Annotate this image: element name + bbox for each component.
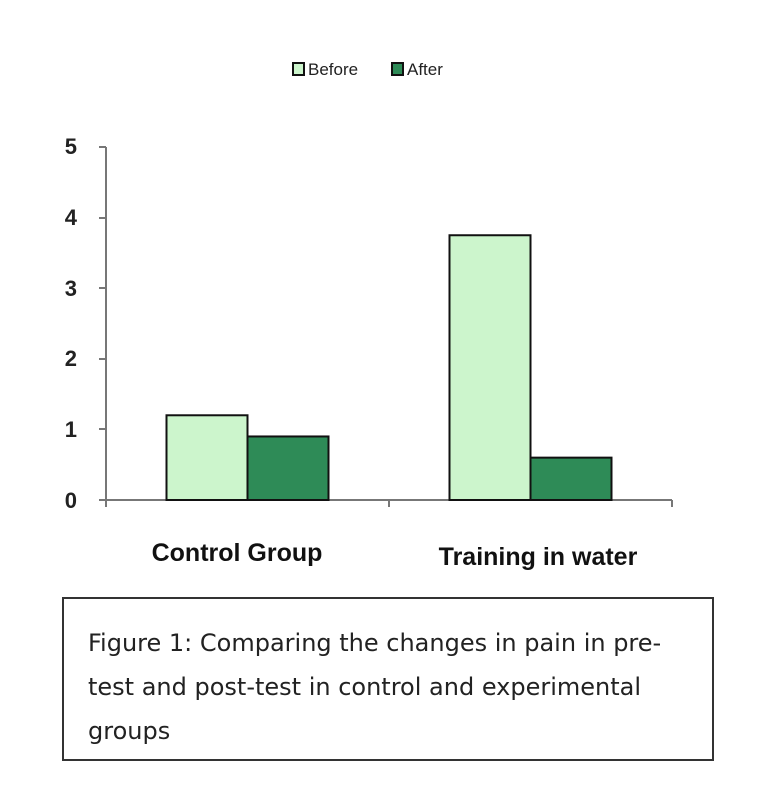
figure-caption-box: Figure 1: Comparing the changes in pain … <box>62 597 714 761</box>
bar-control-group-before <box>165 414 249 501</box>
legend-label-before: Before <box>308 60 358 79</box>
y-tick-label: 0 <box>65 488 77 513</box>
y-tick-label: 3 <box>65 276 77 301</box>
y-tick-label: 4 <box>65 205 78 230</box>
legend-swatch-after <box>391 62 404 76</box>
legend-swatch-before <box>292 62 305 76</box>
y-tick-labels: 0 1 2 3 4 5 <box>65 134 78 513</box>
bar-training-in-water-after <box>529 456 613 502</box>
y-tick-label: 2 <box>65 346 77 371</box>
y-tick-label: 1 <box>65 417 77 442</box>
legend: Before After <box>292 60 443 79</box>
x-category-label-control-group: Control Group <box>152 539 323 567</box>
bar-training-in-water-before <box>448 234 532 501</box>
figure-caption: Figure 1: Comparing the changes in pain … <box>88 629 662 745</box>
y-tick-label: 5 <box>65 134 77 159</box>
x-category-label-training-in-water: Training in water <box>439 543 638 571</box>
bar-control-group-after <box>246 435 330 501</box>
legend-label-after: After <box>407 60 443 79</box>
bar-chart: Before After 0 1 2 3 4 5 Control Group T… <box>65 60 673 571</box>
bars <box>165 234 613 502</box>
